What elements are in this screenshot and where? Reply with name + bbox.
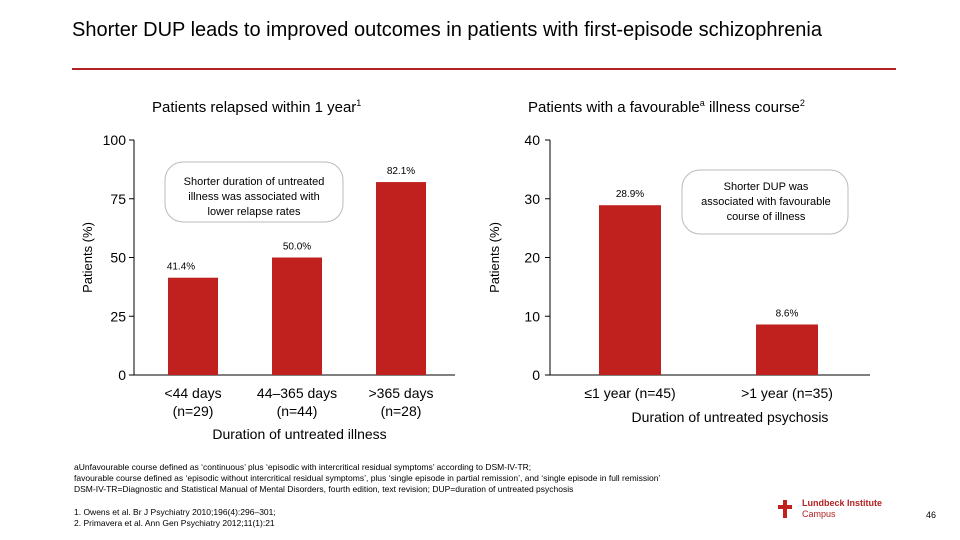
left-bar-label-1: 41.4% (167, 262, 195, 273)
left-y-tick-label: 25 (110, 308, 126, 324)
left-annotation-line: Shorter duration of untreated (184, 176, 325, 188)
right-annotation-line: associated with favourable (701, 196, 831, 208)
left-y-axis-label: Patients (%) (80, 222, 95, 293)
reference-2: 2. Primavera et al. Ann Gen Psychiatry 2… (74, 518, 275, 528)
lundbeck-cross-icon (778, 500, 792, 518)
footnote-line-3: DSM-IV-TR=Diagnostic and Statistical Man… (74, 484, 574, 494)
left-category-label: >365 days (369, 385, 434, 401)
right-annotation-box (681, 169, 849, 235)
page-number: 46 (926, 510, 937, 520)
right-category-label: ≤1 year (n=45) (584, 385, 675, 401)
right-bar-label-2: 8.6% (776, 308, 799, 319)
footnote-line-1: aUnfavourable course defined as ‘continu… (74, 462, 532, 472)
left-bar-label-3: 82.1% (387, 166, 415, 177)
left-x-axis-label: Duration of untreated illness (212, 426, 386, 442)
logo-line-2: Campus (802, 509, 836, 519)
left-y-tick-label: 75 (110, 191, 126, 207)
lundbeck-logo: Lundbeck Institute Campus (778, 498, 882, 522)
right-bar-2 (756, 324, 818, 375)
left-bar-label-2: 50.0% (283, 242, 311, 253)
right-bar-label-1: 28.9% (616, 189, 644, 200)
left-category-label: (n=28) (381, 403, 422, 419)
left-panel-title: Patients relapsed within 1 year1 (152, 98, 361, 116)
left-category-label: <44 days (164, 385, 221, 401)
left-category-label: (n=44) (277, 403, 318, 419)
right-panel-title-footnote-a: a (699, 98, 705, 108)
right-x-axis-label: Duration of untreated psychosis (632, 409, 829, 425)
slide-title: Shorter DUP leads to improved outcomes i… (72, 19, 822, 41)
right-panel-title-pre: Patients with a favourable (528, 99, 700, 116)
right-y-tick-label: 40 (524, 132, 540, 148)
left-y-tick-label: 50 (110, 250, 126, 266)
left-panel-title-text: Patients relapsed within 1 year (152, 99, 357, 116)
right-y-axis-label: Patients (%) (487, 222, 502, 293)
logo-line-1: Lundbeck Institute (802, 498, 883, 508)
right-y-tick-label: 20 (524, 250, 540, 266)
left-y-tick-label: 100 (103, 132, 127, 148)
left-annotation-line: illness was associated with (188, 191, 319, 203)
references: 1. Owens et al. Br J Psychiatry 2010;196… (74, 507, 276, 529)
right-panel-title-ref: 2 (799, 98, 805, 108)
right-y-tick-label: 0 (532, 367, 540, 383)
right-y-tick-label: 30 (524, 191, 540, 207)
left-category-label: 44–365 days (257, 385, 337, 401)
left-category-label: (n=29) (173, 403, 214, 419)
left-bar-3 (376, 182, 426, 375)
right-annotation-line: Shorter DUP was (724, 181, 809, 193)
title-divider (72, 68, 896, 70)
right-y-tick-label: 10 (524, 308, 540, 324)
left-panel-title-ref: 1 (356, 98, 362, 108)
left-annotation-box (164, 161, 344, 223)
left-y-tick-label: 0 (118, 367, 126, 383)
right-panel-title-post: illness course (704, 99, 800, 116)
right-bar-1 (599, 205, 661, 375)
left-annotation-line: lower relapse rates (208, 206, 301, 218)
right-category-label: >1 year (n=35) (741, 385, 833, 401)
reference-1: 1. Owens et al. Br J Psychiatry 2010;196… (74, 507, 276, 517)
footnote-line-2: favourable course defined as ‘episodic w… (74, 473, 661, 483)
left-bar-1 (168, 277, 218, 375)
left-bar-2 (272, 257, 322, 375)
right-annotation-line: course of illness (727, 211, 806, 223)
right-panel-title: Patients with a favourablea illness cour… (528, 98, 805, 116)
